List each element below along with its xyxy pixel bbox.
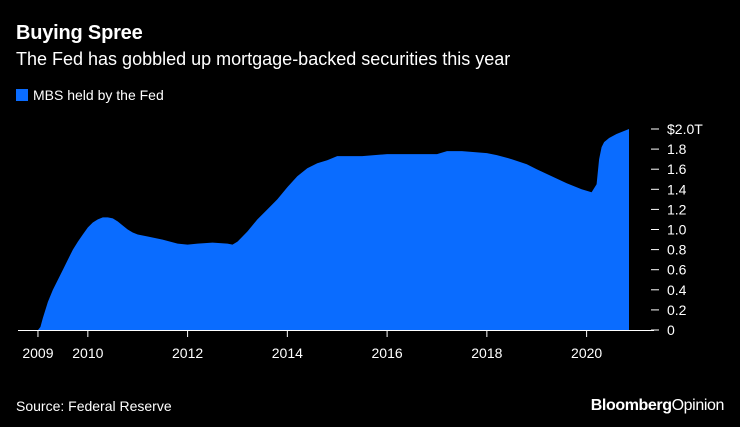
y-tick-label: 1.6 (667, 161, 687, 177)
y-tick-label: 0.8 (667, 242, 687, 258)
legend-swatch (16, 89, 28, 101)
y-tick-label: 0.2 (667, 302, 687, 318)
logo-section: Opinion (671, 397, 725, 414)
x-tick-label: 2009 (22, 345, 53, 361)
x-tick-label: 2012 (172, 345, 203, 361)
y-tick-label: 1.0 (667, 222, 687, 238)
series-area-0 (38, 129, 629, 330)
x-tick-label: 2014 (272, 345, 303, 361)
x-tick-label: 2018 (471, 345, 502, 361)
chart-title: Buying Spree (16, 22, 143, 44)
y-tick-label: 1.2 (667, 201, 687, 217)
logo-brand: Bloomberg (590, 397, 672, 414)
y-tick-label: 0 (667, 322, 675, 338)
legend-label: MBS held by the Fed (33, 87, 164, 103)
x-tick-label: 2020 (571, 345, 602, 361)
chart-subtitle: The Fed has gobbled up mortgage-backed s… (16, 49, 511, 69)
x-tick-label: 2016 (372, 345, 403, 361)
brand-logo: BloombergOpinion (590, 397, 725, 415)
y-tick-label: 1.4 (667, 181, 687, 197)
x-tick-label: 2010 (72, 345, 103, 361)
source-note: Source: Federal Reserve (16, 398, 172, 414)
y-tick-label: 0.6 (667, 262, 687, 278)
legend: MBS held by the Fed (16, 87, 164, 103)
y-tick-label: 1.8 (667, 141, 687, 157)
y-tick-label: 0.4 (667, 282, 687, 298)
y-tick-label: $2.0T (667, 121, 703, 137)
